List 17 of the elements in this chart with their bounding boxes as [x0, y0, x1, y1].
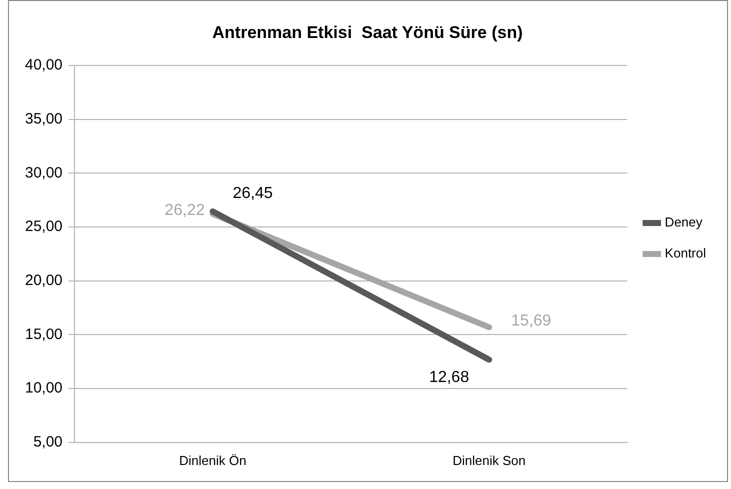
y-tick-label: 35,00 [24, 110, 63, 128]
data-label: 15,69 [511, 312, 552, 330]
y-tick-label: 5,00 [33, 434, 63, 451]
data-label: 26,45 [232, 184, 273, 202]
y-tick-label: 40,00 [24, 56, 63, 74]
x-tick-label: Dinlenik Son [452, 452, 526, 468]
y-tick-label: 30,00 [24, 164, 63, 182]
x-tick-label: Dinlenik Ön [179, 452, 246, 468]
legend-label: Deney [664, 214, 703, 230]
legend-label: Kontrol [664, 246, 706, 261]
y-tick-label: 25,00 [24, 218, 63, 236]
data-label: 26,22 [164, 202, 205, 220]
y-tick-label: 15,00 [24, 326, 63, 343]
y-tick-label: 20,00 [24, 272, 63, 289]
data-label: 12,68 [429, 369, 470, 386]
y-tick-label: 10,00 [24, 380, 63, 397]
chart-title: Antrenman Etkisi Saat Yönü Süre (sn) [212, 22, 523, 42]
